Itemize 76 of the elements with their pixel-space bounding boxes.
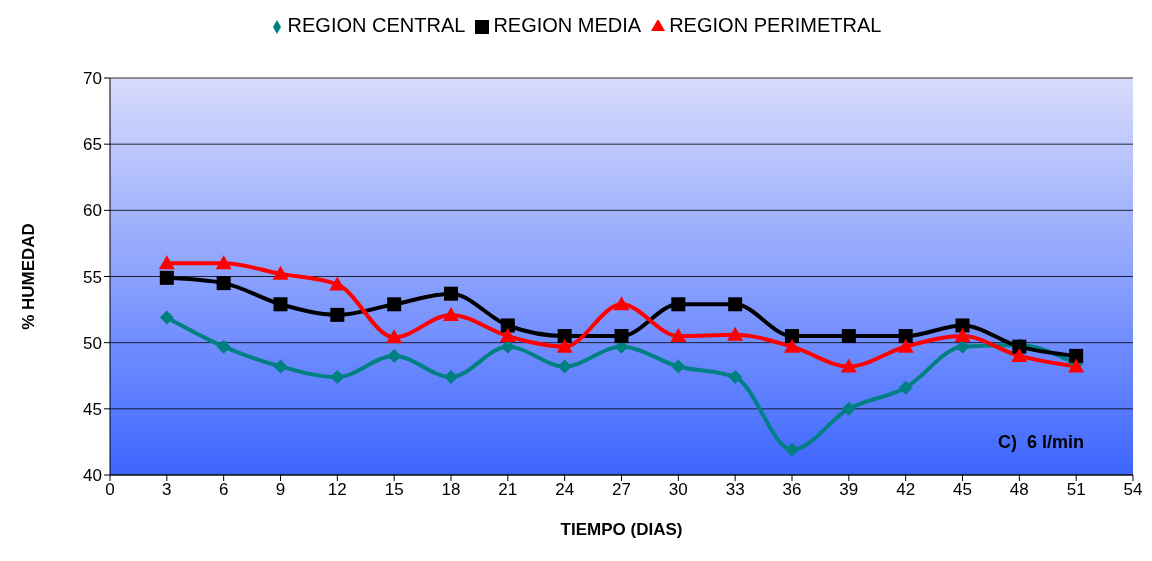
point xyxy=(159,270,174,285)
point xyxy=(613,296,630,311)
point xyxy=(330,307,345,322)
point xyxy=(386,329,403,344)
x-tick-label: 12 xyxy=(327,480,347,500)
x-tick-label: 27 xyxy=(612,480,631,500)
y-tick-label: 50 xyxy=(83,333,102,353)
point xyxy=(898,329,913,344)
y-tick-label: 55 xyxy=(83,267,102,287)
x-tick-label: 33 xyxy=(725,480,745,500)
point xyxy=(159,310,174,325)
x-tick-label: 45 xyxy=(953,480,972,500)
x-tick-label: 21 xyxy=(498,480,518,500)
legend-label: REGION MEDIA xyxy=(493,14,642,36)
legend-label: REGION CENTRAL xyxy=(287,14,466,36)
x-tick-label: 39 xyxy=(839,480,859,500)
point xyxy=(216,276,231,291)
annotation: C) 6 l/min xyxy=(997,432,1084,453)
point xyxy=(671,359,686,374)
point xyxy=(1011,347,1028,362)
point xyxy=(273,359,288,374)
point xyxy=(728,370,743,385)
x-axis-title: TIEMPO (DIAS) xyxy=(560,520,683,539)
x-tick-label: 3 xyxy=(162,480,172,500)
legend-label: REGION PERIMETRAL xyxy=(669,14,882,36)
point xyxy=(670,328,687,343)
point xyxy=(215,255,232,270)
x-tick-label: 6 xyxy=(218,480,229,500)
point xyxy=(954,328,971,343)
point xyxy=(330,370,345,385)
point xyxy=(273,297,288,312)
point xyxy=(556,338,573,353)
x-tick-label: 18 xyxy=(441,480,461,500)
point xyxy=(614,329,629,344)
point xyxy=(500,318,515,333)
point xyxy=(499,328,516,343)
point xyxy=(785,329,799,344)
point xyxy=(785,442,799,457)
x-tick-label: 54 xyxy=(1123,480,1143,500)
point xyxy=(443,306,459,321)
point xyxy=(784,338,800,353)
point xyxy=(557,329,572,344)
point xyxy=(158,255,175,270)
point xyxy=(444,286,458,301)
point xyxy=(1069,348,1084,363)
point xyxy=(897,338,914,353)
point xyxy=(444,370,458,385)
point xyxy=(329,276,346,291)
point xyxy=(387,348,402,363)
point xyxy=(955,318,970,333)
point xyxy=(840,358,857,373)
point xyxy=(841,329,856,344)
x-tick-label: 15 xyxy=(384,480,404,500)
point xyxy=(557,359,572,374)
point xyxy=(727,326,744,341)
point xyxy=(841,401,856,416)
point xyxy=(898,380,913,395)
point xyxy=(387,297,402,312)
y-tick-label: 60 xyxy=(83,201,102,221)
y-tick-label: 65 xyxy=(83,135,102,155)
x-tick-label: 42 xyxy=(896,480,916,500)
x-tick-label: 9 xyxy=(275,480,286,500)
x-tick-label: 24 xyxy=(555,480,575,500)
point xyxy=(671,297,686,312)
y-tick-label: 45 xyxy=(83,399,102,419)
x-tick-label: 51 xyxy=(1066,480,1086,500)
point xyxy=(272,265,289,280)
y-axis-title: % HUMEDAD xyxy=(19,223,39,330)
y-tick-label: 70 xyxy=(83,69,102,89)
x-tick-label: 0 xyxy=(105,480,115,500)
y-tick-label: 40 xyxy=(83,466,102,486)
x-tick-label: 36 xyxy=(782,480,802,500)
x-tick-label: 48 xyxy=(1009,480,1029,500)
point xyxy=(728,297,743,312)
point xyxy=(216,339,231,354)
x-tick-label: 30 xyxy=(668,480,688,500)
